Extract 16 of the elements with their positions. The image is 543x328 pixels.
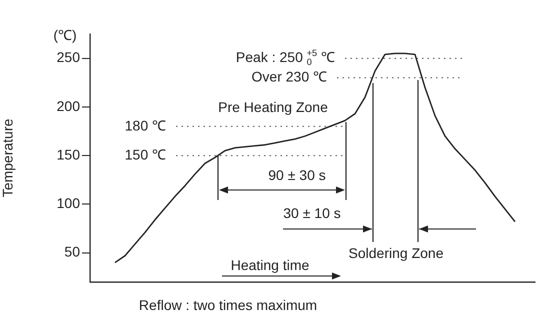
- y-tick-label: 150: [56, 146, 80, 162]
- text: Reflow : two times maximum: [138, 297, 318, 313]
- y-tick-label: 100: [56, 195, 80, 212]
- y-axis-title: Temperature: [0, 118, 16, 198]
- annotation: 30 ± 10 s: [283, 205, 341, 221]
- ref-line-label: 180 ℃: [124, 117, 166, 134]
- y-tick-label: 200: [56, 98, 80, 114]
- annotation: Heating time: [230, 257, 310, 273]
- annotation: Pre Heating Zone: [218, 99, 328, 115]
- y-tick-label: 250: [56, 49, 80, 66]
- annotation: 90 ± 30 s: [268, 167, 326, 183]
- y-tick-label: 50: [64, 244, 80, 260]
- annotation: Soldering Zone: [348, 245, 444, 261]
- ref-line-label: Over 230 ℃: [252, 68, 328, 85]
- text: (℃): [53, 27, 77, 43]
- ref-line-label: 150 ℃: [124, 146, 166, 162]
